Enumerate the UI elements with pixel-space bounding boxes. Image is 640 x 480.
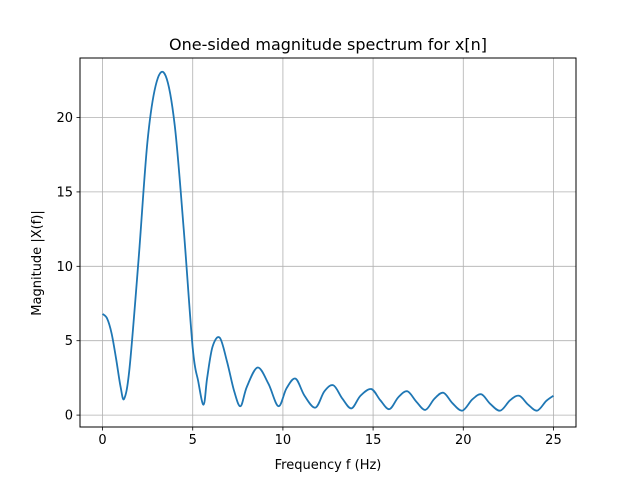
x-tick-label: 15 — [365, 433, 382, 448]
y-tick-label: 0 — [65, 409, 73, 424]
x-axis-label: Frequency f (Hz) — [275, 458, 382, 473]
plot-frame — [79, 57, 577, 428]
series-line — [101, 70, 554, 412]
series-layer — [101, 70, 554, 412]
chart-title: One-sided magnitude spectrum for x[n] — [169, 35, 487, 54]
y-axis-ticks: 0 5 10 15 20 — [56, 111, 80, 424]
y-tick-label: 20 — [56, 111, 73, 126]
y-tick-label: 10 — [56, 260, 73, 275]
x-tick-label: 10 — [275, 433, 292, 448]
grid-lines — [80, 58, 576, 427]
y-axis-label: Magnitude |X(f)| — [30, 210, 45, 315]
y-tick-label: 15 — [56, 185, 73, 200]
x-axis-ticks: 0 5 10 15 20 25 — [98, 427, 562, 448]
y-tick-label: 5 — [65, 334, 73, 349]
x-tick-label: 20 — [455, 433, 472, 448]
x-tick-label: 0 — [98, 433, 106, 448]
x-tick-label: 25 — [545, 433, 562, 448]
x-tick-label: 5 — [189, 433, 197, 448]
